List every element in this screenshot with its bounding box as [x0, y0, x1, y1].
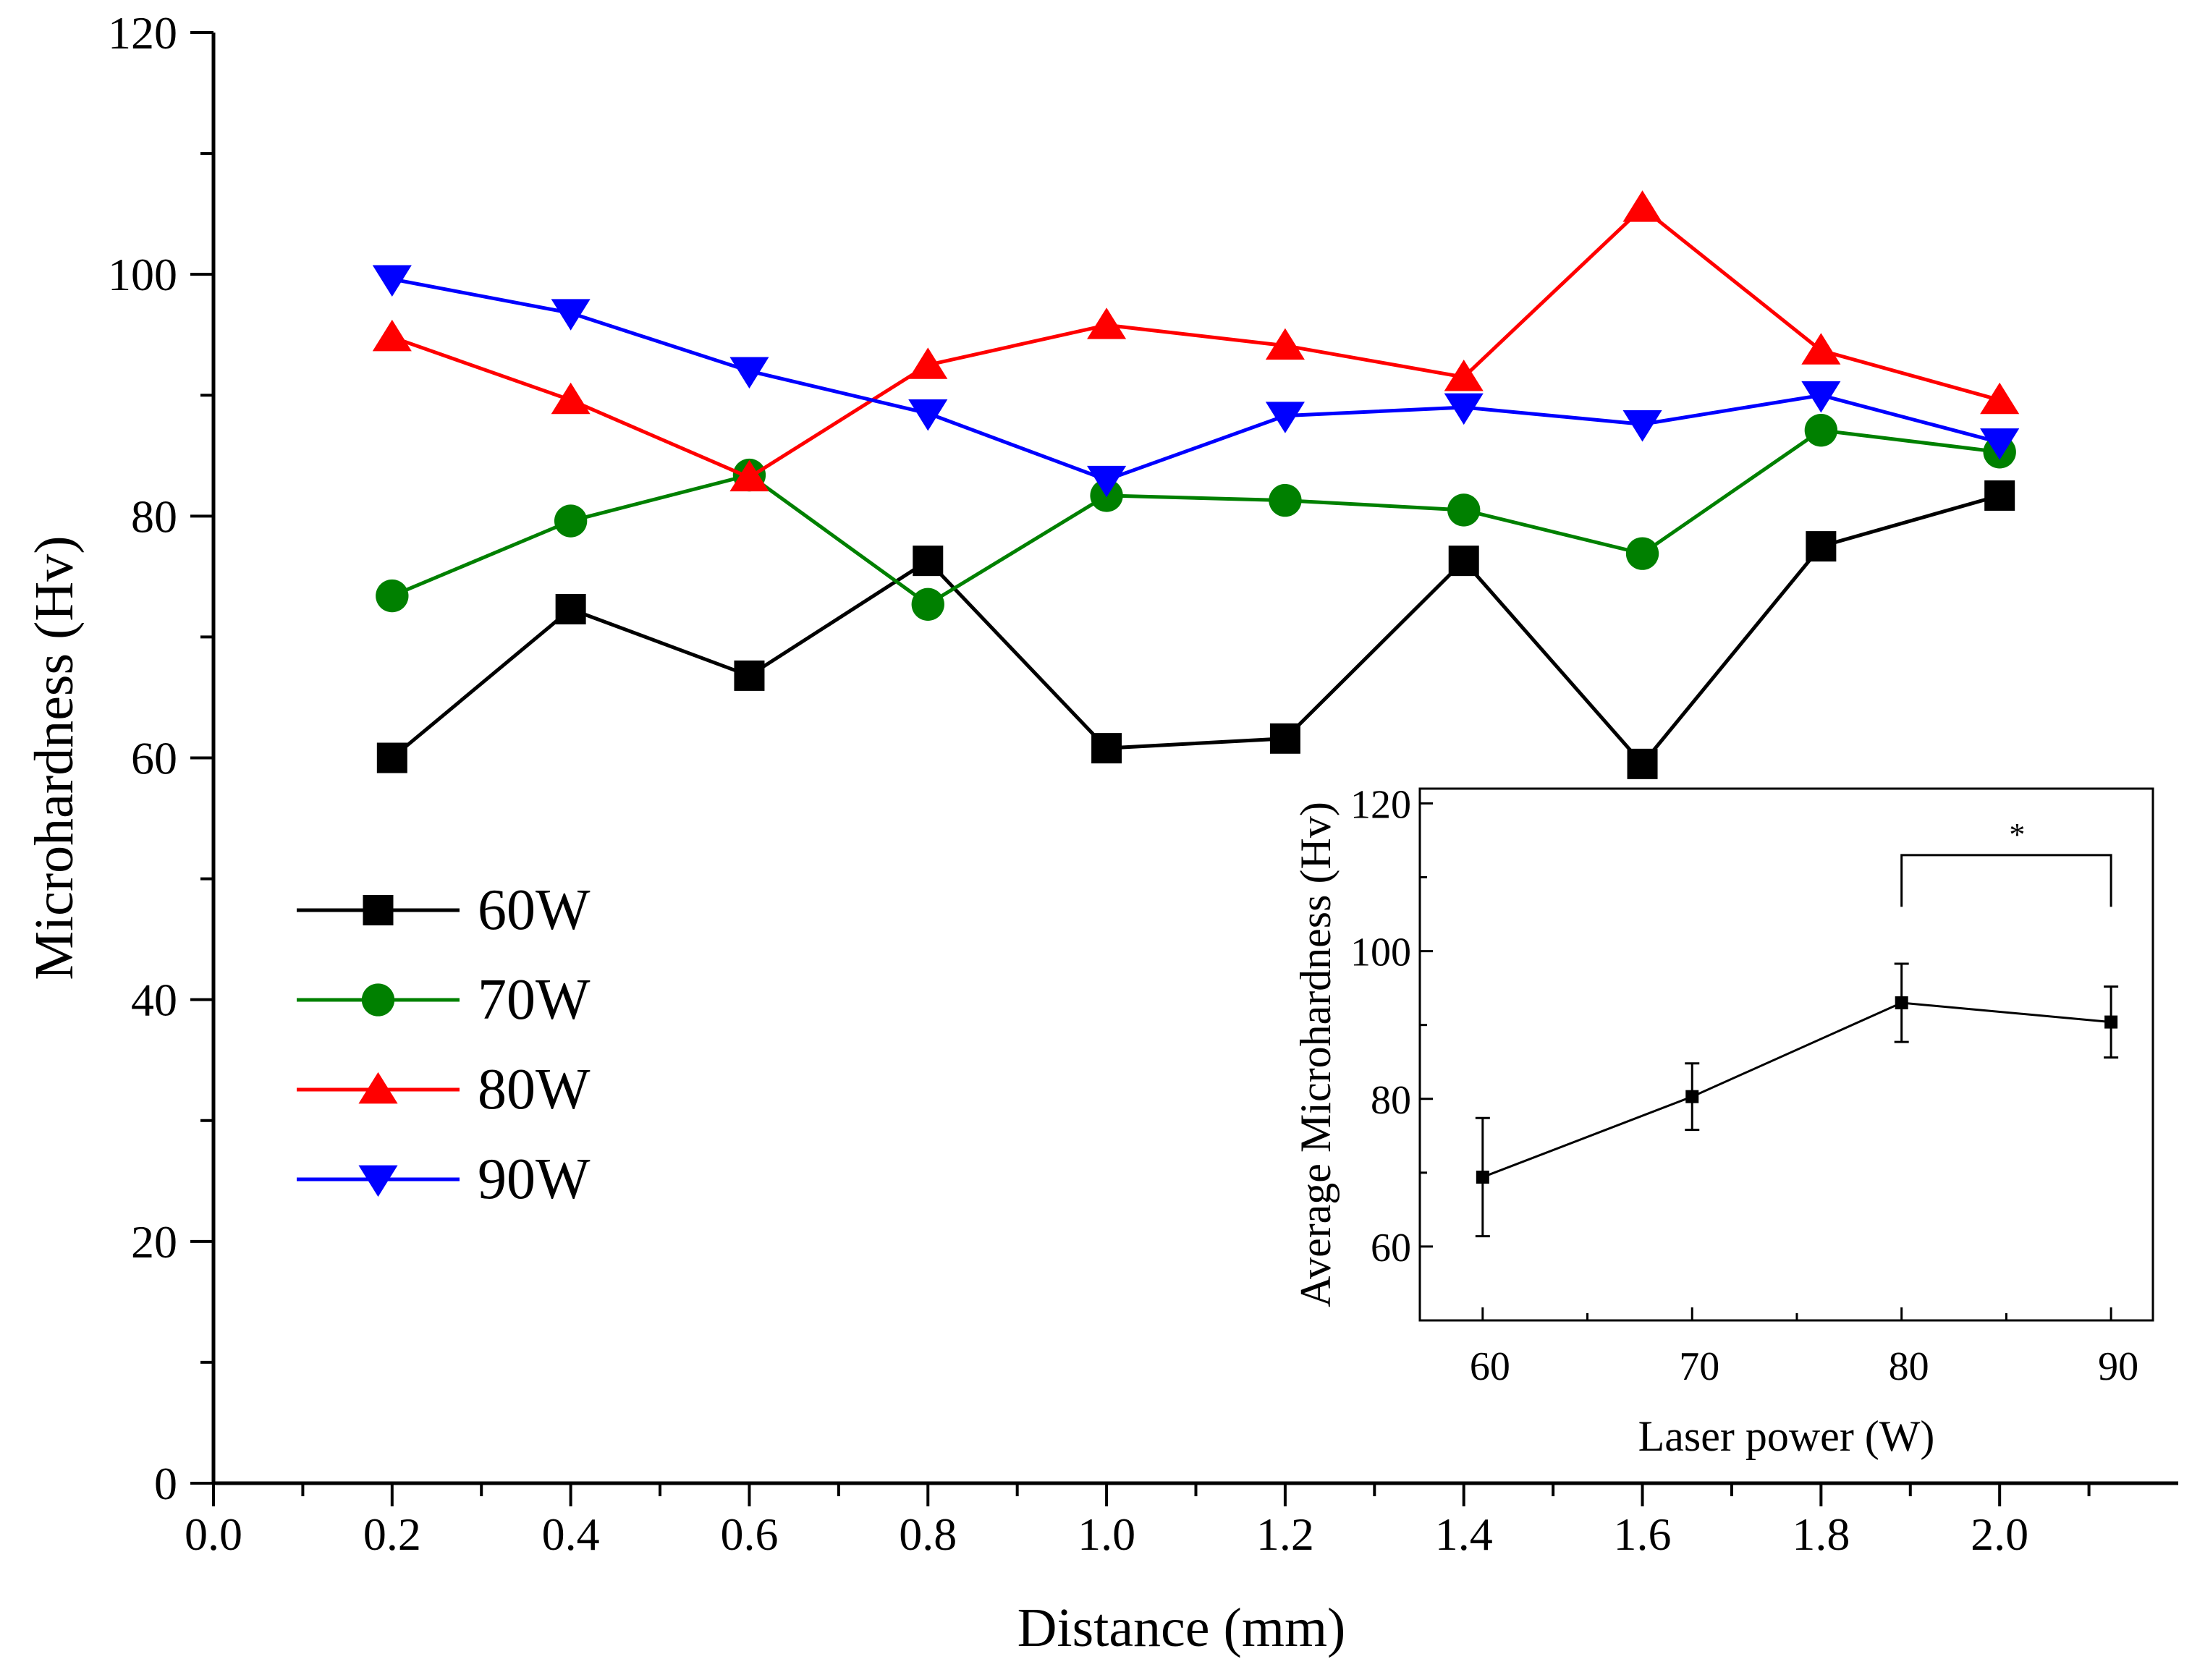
x-tick-label: 0.8 — [899, 1509, 957, 1560]
data-point-80W — [372, 319, 412, 352]
data-point-90W — [1622, 410, 1662, 442]
series-line-60W — [391, 493, 2000, 767]
data-point-70W — [1804, 414, 1838, 447]
inset-plot: 60 70 80 90 60 80 100 120 Laser power (W) Average… — [1292, 782, 2154, 1460]
x-tick-label: 2.0 — [1971, 1509, 2028, 1560]
x-tick-label: 1.4 — [1435, 1509, 1493, 1560]
series-line-90W — [392, 277, 2000, 482]
legend-marker-90W — [358, 1165, 398, 1197]
data-point-90W — [1265, 402, 1305, 433]
data-point-60W — [1091, 733, 1122, 764]
data-point-60W — [1269, 723, 1300, 754]
legend-marker-60W — [363, 895, 394, 925]
data-point-90W — [1444, 393, 1484, 425]
legend-label-60W: 60W — [478, 878, 591, 942]
inset-x-tick-label: 90 — [2098, 1344, 2138, 1389]
inset-series-line — [1482, 1001, 2112, 1179]
data-point-70W — [1625, 537, 1659, 570]
data-point-90W — [372, 265, 412, 297]
data-point-60W — [1448, 546, 1479, 577]
inset-y-tick-label: 60 — [1371, 1226, 1411, 1270]
x-tick-label: 1.0 — [1078, 1509, 1135, 1560]
x-tick-label: 0.6 — [720, 1509, 778, 1560]
data-point-80W — [1622, 190, 1662, 222]
data-point-90W — [551, 299, 591, 331]
data-point-80W — [729, 459, 769, 492]
inset-data-point — [1685, 1090, 1699, 1103]
data-point-80W — [908, 347, 948, 379]
inset-data-point — [1895, 996, 1908, 1010]
data-point-90W — [908, 399, 948, 431]
legend-marker-80W — [358, 1072, 398, 1104]
data-point-70W — [1447, 493, 1481, 527]
data-point-70W — [554, 504, 588, 538]
legend-label-90W: 90W — [478, 1147, 591, 1211]
inset-x-axis-label: Laser power (W) — [1638, 1412, 1935, 1460]
inset-y-tick-label: 120 — [1350, 782, 1411, 827]
x-tick-label: 0.4 — [542, 1509, 600, 1560]
inset-x-tick-label: 80 — [1889, 1344, 1929, 1389]
significance-bracket — [1900, 854, 2112, 907]
data-point-60W — [1984, 480, 2015, 511]
inset-x-tick-label: 60 — [1470, 1344, 1510, 1389]
data-point-80W — [551, 382, 591, 415]
inset-data-point — [2104, 1015, 2118, 1029]
series-line-70W — [391, 428, 2000, 607]
data-point-60W — [734, 660, 765, 691]
y-tick-label: 20 — [131, 1216, 177, 1268]
legend: 60W 70W 80W 90W — [297, 878, 591, 1211]
main-plot: 60W 70W 80W 90W 0.0 0.2 0.4 0.6 0.8 1.0 1.2 1.4 1.6… — [24, 7, 2178, 1658]
data-point-90W — [729, 357, 769, 389]
legend-label-80W: 80W — [478, 1058, 591, 1121]
x-tick-label: 1.2 — [1256, 1509, 1314, 1560]
inset-x-tick-label: 70 — [1679, 1344, 1719, 1389]
data-point-80W — [1444, 360, 1484, 391]
series-line-80W — [391, 205, 2000, 480]
data-point-60W — [376, 742, 407, 773]
x-tick-label: 0.0 — [185, 1509, 242, 1560]
data-point-60W — [1627, 748, 1658, 779]
data-point-60W — [1806, 531, 1837, 562]
legend-marker-70W — [361, 983, 395, 1017]
data-point-70W — [911, 587, 944, 621]
y-tick-label: 120 — [108, 7, 177, 59]
x-tick-label: 0.2 — [363, 1509, 421, 1560]
x-axis-label: Distance (mm) — [1017, 1598, 1346, 1658]
data-point-80W — [1087, 307, 1127, 339]
inset-y-axis-label: Average Microhardness (Hv) — [1292, 802, 1340, 1307]
y-tick-label: 100 — [108, 249, 177, 300]
data-point-70W — [376, 579, 409, 613]
inset-data-point — [1476, 1170, 1489, 1184]
legend-label-70W: 70W — [478, 968, 591, 1032]
inset-y-tick-label: 80 — [1371, 1078, 1411, 1123]
data-point-60W — [555, 593, 586, 624]
data-point-90W — [1980, 428, 2020, 460]
data-point-90W — [1801, 381, 1841, 413]
inset-y-tick-label: 100 — [1350, 930, 1411, 975]
data-point-70W — [1269, 483, 1302, 517]
x-tick-label: 1.8 — [1792, 1509, 1850, 1560]
y-tick-label: 40 — [131, 975, 177, 1026]
data-point-80W — [1265, 328, 1305, 360]
data-point-60W — [913, 546, 944, 577]
data-point-90W — [1087, 465, 1127, 498]
y-axis-label: Microhardness (Hv) — [24, 535, 85, 980]
significance-star: * — [2009, 817, 2025, 852]
y-tick-label: 80 — [131, 491, 177, 542]
x-tick-label: 1.6 — [1614, 1509, 1672, 1560]
data-point-80W — [1980, 382, 2020, 415]
data-point-80W — [1801, 333, 1841, 365]
y-tick-label: 0 — [154, 1458, 177, 1509]
y-tick-label: 60 — [131, 733, 177, 784]
